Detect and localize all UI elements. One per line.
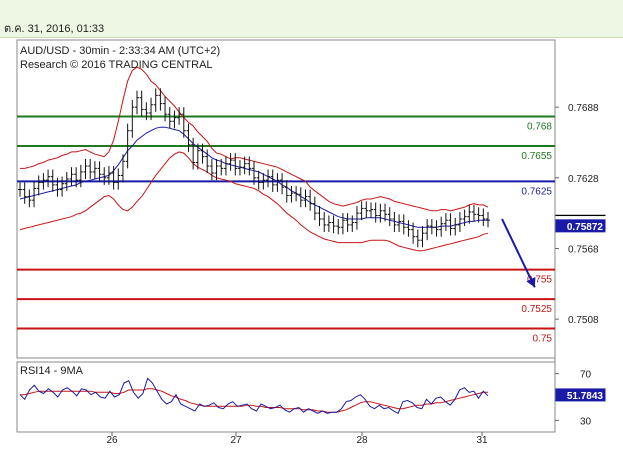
level-label-0: 0.768 (527, 122, 552, 133)
price-tags: 0.759110.759000.75872 (555, 214, 606, 233)
header-bar: ต.ค. 31, 2016, 01:33 (0, 0, 623, 38)
price-axis-ticks: 0.7688 0.7628 0.7568 0.7508 (555, 103, 599, 326)
price-tick-label-2: 0.7568 (568, 244, 599, 255)
price-bars (18, 88, 490, 248)
time-axis-ticks: 26 27 28 31 (106, 432, 488, 446)
forecast-arrow (501, 218, 536, 288)
x-tick-label-1: 27 (230, 435, 242, 446)
x-tick-label-3: 31 (476, 435, 488, 446)
price-tick-label-3: 0.7508 (568, 315, 599, 326)
level-label-4: 0.7525 (521, 304, 552, 315)
rsi-label: RSI14 - 9MA (20, 365, 84, 377)
rsi-lines: 703054.650251.7843 (19, 370, 606, 427)
header-date: ต.ค. 31, 2016, 01:33 (4, 23, 105, 35)
price-tag-2-box (555, 219, 606, 233)
chart-subtitle: Research © 2016 TRADING CENTRAL (20, 59, 213, 71)
bollinger-upper (20, 66, 489, 212)
forecast-arrow-shaft (501, 218, 536, 288)
price-tick-label-0: 0.7688 (568, 103, 599, 114)
forecast-arrow-head (526, 277, 536, 288)
price-tick-label-1: 0.7628 (568, 174, 599, 185)
bollinger-lower (19, 151, 489, 252)
rsi-ma-line (20, 388, 488, 413)
rsi-panel (16, 361, 556, 433)
level-label-2: 0.7625 (521, 186, 552, 197)
rsi-line (19, 377, 489, 414)
rsi-tick-label-0: 70 (580, 370, 592, 381)
rsi-tick-label-1: 30 (580, 416, 592, 427)
price-tag-2: 0.75872 (567, 222, 604, 233)
x-tick-label-2: 28 (356, 435, 368, 446)
x-tick-label-0: 26 (106, 435, 118, 446)
level-label-5: 0.75 (533, 334, 553, 345)
rsi-tag-1: 51.7843 (567, 391, 604, 402)
level-label-1: 0.7655 (521, 151, 552, 162)
level-label-3: 0.755 (527, 275, 552, 286)
horizontal-levels: 0.768 0.7655 0.7625 0.755 0.7525 0.75 (17, 115, 555, 345)
chart-title: AUD/USD - 30min - 2:33:34 AM (UTC+2) (20, 45, 220, 57)
price-panel (16, 39, 556, 359)
rsi-tag-1-box (555, 388, 606, 402)
